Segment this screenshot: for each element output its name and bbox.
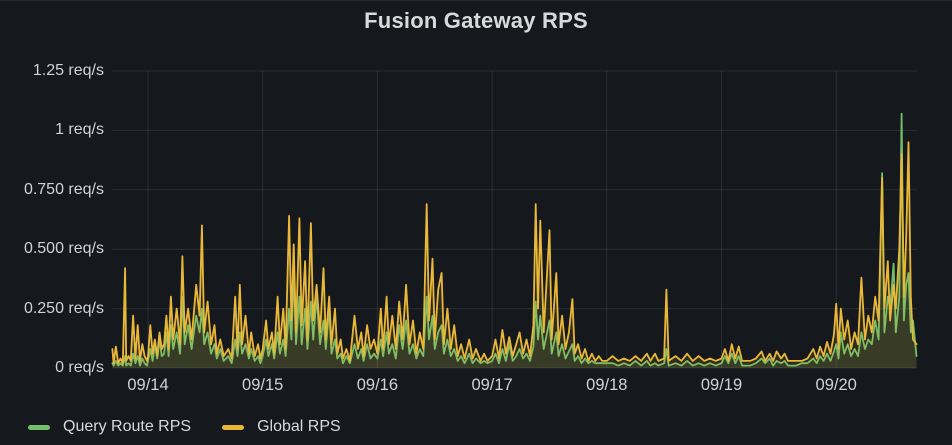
legend-swatch-query-route-icon [28,424,50,430]
y-axis-tick-label: 0.250 req/s [23,299,104,317]
x-axis-tick-label: 09/14 [127,376,169,394]
y-axis-tick-label: 0.500 req/s [23,240,104,258]
legend-item-global-rps[interactable]: Global RPS [222,418,341,436]
legend-item-query-route-rps[interactable]: Query Route RPS [28,418,191,436]
x-axis-tick-label: 09/18 [586,376,628,394]
panel-title: Fusion Gateway RPS [364,8,588,33]
y-axis-tick-label: 0.750 req/s [23,180,104,198]
series-line-global-rps [111,141,918,365]
x-axis-tick-label: 09/15 [242,376,284,394]
x-axis-tick-label: 09/16 [356,376,399,394]
x-axis-tick-label: 09/20 [815,376,857,394]
series-fill-global-rps [112,142,917,368]
legend-label-global: Global RPS [257,418,341,435]
y-axis-tick-label: 1 req/s [55,121,104,139]
y-axis-tick-label: 0 req/s [55,359,104,376]
x-axis-tick-label: 09/19 [700,376,743,394]
y-axis-tick-label: 1.25 req/s [32,62,104,79]
series-line-query-route-rps [111,112,918,367]
x-axis-tick-label: 09/17 [471,376,513,394]
legend-swatch-global-icon [222,424,245,430]
legend-label-query-route: Query Route RPS [63,418,192,435]
legend: Query Route RPS Global RPS [28,418,341,436]
